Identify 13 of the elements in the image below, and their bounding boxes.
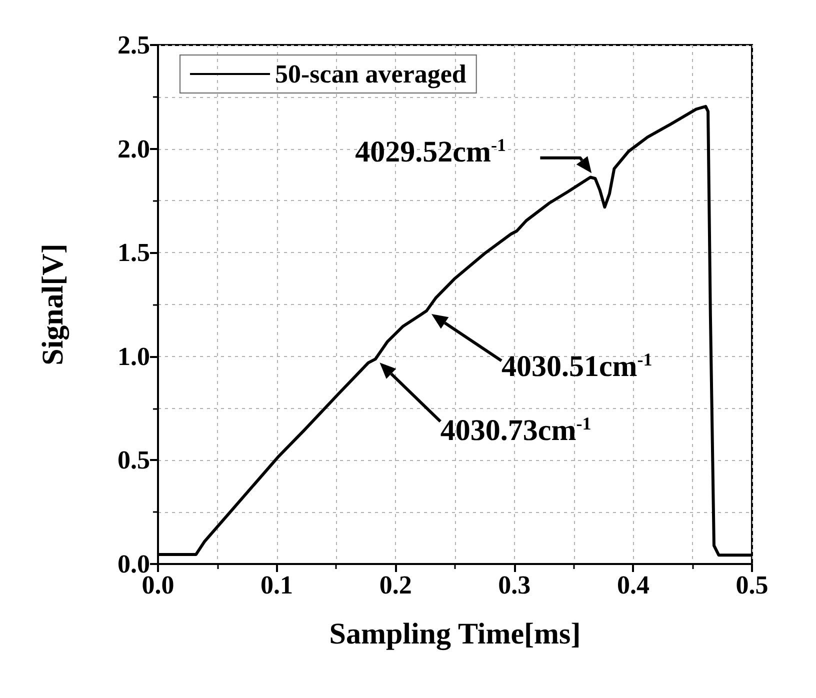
x-tick-label: 0.3 [498,570,531,600]
y-tick-label: 2.5 [118,30,150,60]
y-tick-label: 1.0 [118,342,150,371]
y-tick-label: 0.5 [118,446,150,475]
x-tick-label: 0.5 [736,570,768,600]
y-tick-label: 2.0 [118,134,150,164]
x-tick-label: 0.2 [379,570,412,600]
y-tick-label: 1.5 [118,238,150,268]
x-axis-title: Sampling Time[ms] [329,618,581,650]
legend-label: 50-scan averaged [275,60,467,88]
y-axis-title: Signal[V] [36,244,70,366]
x-tick-label: 0.4 [616,570,650,600]
x-tick-label: 0.1 [260,570,294,600]
